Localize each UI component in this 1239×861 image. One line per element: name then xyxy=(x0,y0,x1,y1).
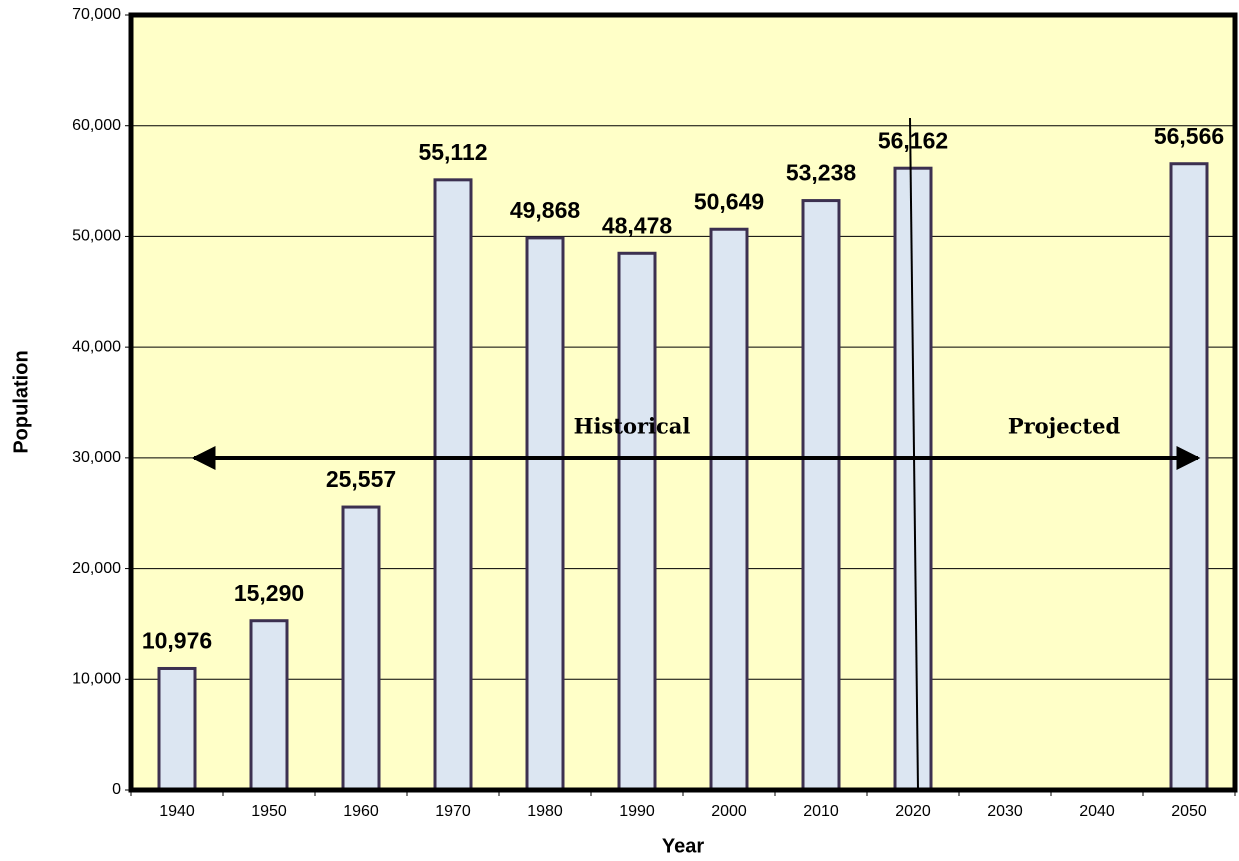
y-tick-label: 60,000 xyxy=(72,117,121,134)
bar xyxy=(341,505,381,792)
y-tick-label: 40,000 xyxy=(72,338,121,355)
y-tick-label: 30,000 xyxy=(72,449,121,466)
value-label: 56,162 xyxy=(878,127,948,153)
bar xyxy=(617,251,657,792)
bar xyxy=(249,619,289,792)
x-tick-label: 2010 xyxy=(803,803,839,820)
y-tick-label: 10,000 xyxy=(72,671,121,688)
bar xyxy=(893,166,933,792)
x-tick-label: 2000 xyxy=(711,803,747,820)
x-tick-label: 2030 xyxy=(987,803,1023,820)
x-axis-label: Year xyxy=(662,835,704,857)
value-label: 49,868 xyxy=(510,197,581,223)
bars xyxy=(157,162,1209,792)
divider-line xyxy=(909,117,919,791)
value-label: 53,238 xyxy=(786,160,857,186)
bar xyxy=(525,236,565,792)
value-label: 15,290 xyxy=(234,580,304,606)
value-label: 55,112 xyxy=(418,139,487,165)
value-label: 56,566 xyxy=(1154,123,1224,149)
y-tick-label: 50,000 xyxy=(72,228,121,245)
bar xyxy=(1169,162,1209,792)
plot-background xyxy=(131,15,1235,790)
x-tick-label: 1940 xyxy=(159,803,195,820)
x-tick-label: 1970 xyxy=(435,803,471,820)
x-tick-label: 1950 xyxy=(251,803,287,820)
y-tick-label: 20,000 xyxy=(72,560,121,577)
value-label: 10,976 xyxy=(142,628,212,654)
x-tick-label: 1990 xyxy=(619,803,655,820)
bar xyxy=(801,199,841,792)
value-label: 48,478 xyxy=(602,212,673,238)
annotation: Projected xyxy=(1008,414,1121,439)
bar xyxy=(709,227,749,792)
value-label: 50,649 xyxy=(694,188,764,214)
x-tick-label: 1960 xyxy=(343,803,379,820)
y-tick-label: 0 xyxy=(112,781,121,798)
value-label: 25,557 xyxy=(326,466,396,492)
x-tick-label: 2040 xyxy=(1079,803,1115,820)
bar xyxy=(433,178,473,792)
x-tick-label: 2050 xyxy=(1171,803,1207,820)
bar xyxy=(157,666,197,792)
x-tick-label: 2020 xyxy=(895,803,931,820)
annotation: Historical xyxy=(574,414,691,439)
y-tick-label: 70,000 xyxy=(72,6,121,23)
x-tick-label: 1980 xyxy=(527,803,563,820)
y-axis-label: Population xyxy=(10,350,32,453)
